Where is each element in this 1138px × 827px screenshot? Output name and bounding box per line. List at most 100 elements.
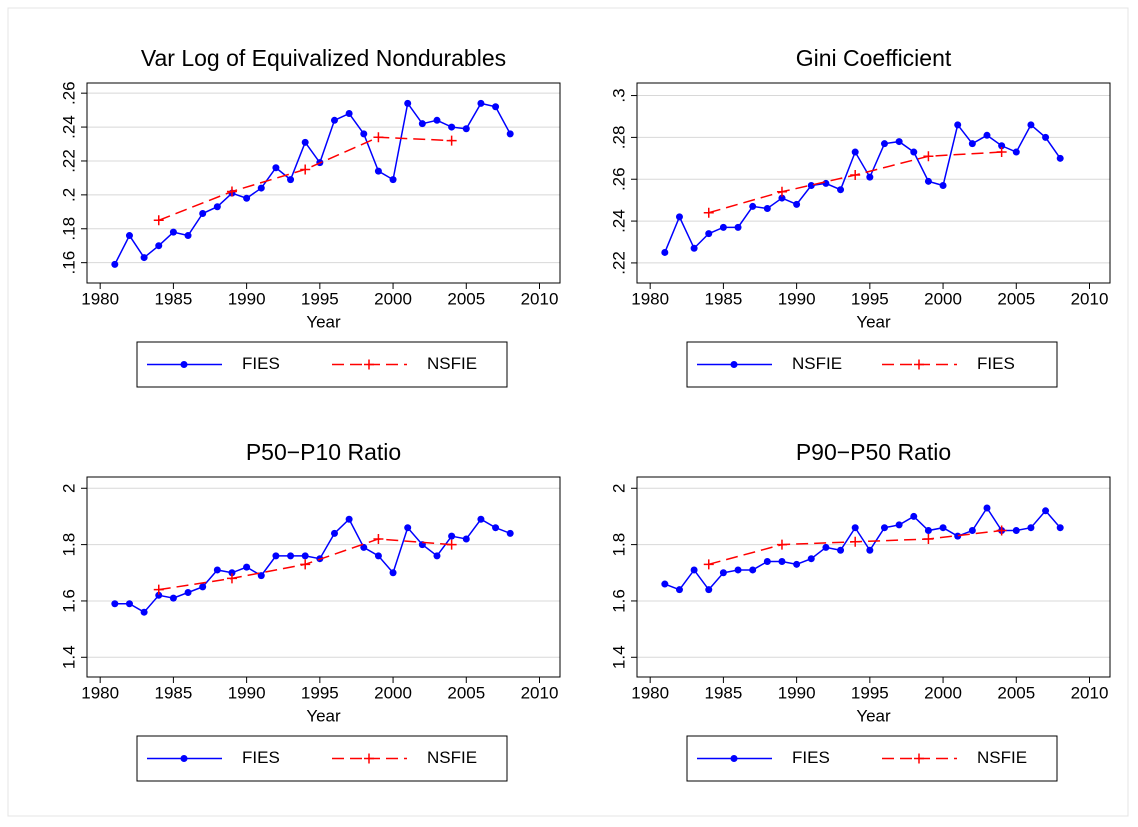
point-marker <box>661 248 669 256</box>
point-marker <box>404 524 412 532</box>
x-tick-label: 1985 <box>154 289 192 308</box>
point-marker <box>477 515 485 523</box>
point-marker <box>140 608 148 616</box>
point-marker <box>1027 524 1035 532</box>
series-line <box>664 506 1061 591</box>
x-tick-label: 1990 <box>778 683 816 702</box>
series-line <box>114 101 511 265</box>
legend-marker <box>914 359 924 370</box>
point-marker <box>1027 121 1035 129</box>
point-marker <box>996 525 1007 536</box>
point-marker <box>257 184 265 192</box>
point-marker <box>763 205 771 213</box>
point-marker <box>880 140 888 148</box>
point-marker <box>924 527 932 535</box>
x-tick-label: 2010 <box>1071 289 1109 308</box>
legend-label: NSFIE <box>427 354 477 373</box>
x-tick-label: 2005 <box>447 289 485 308</box>
legend-label: NSFIE <box>792 354 842 373</box>
y-tick-label: .26 <box>609 167 628 191</box>
point-marker <box>360 543 368 551</box>
x-tick-label: 1980 <box>631 683 669 702</box>
point-marker <box>807 555 815 563</box>
legend-label: NSFIE <box>977 748 1027 767</box>
point-marker <box>996 147 1007 158</box>
point-marker <box>287 176 295 184</box>
point-marker <box>418 120 426 128</box>
point-marker <box>462 535 470 543</box>
point-marker <box>184 588 192 596</box>
point-marker <box>155 591 163 599</box>
point-marker <box>389 569 397 577</box>
point-marker <box>374 552 382 560</box>
x-axis-label: Year <box>856 312 891 331</box>
point-marker <box>184 232 192 240</box>
point-marker <box>850 536 861 547</box>
point-marker <box>448 123 456 131</box>
x-tick-label: 1990 <box>778 289 816 308</box>
point-marker <box>226 186 237 197</box>
point-marker <box>1012 148 1020 156</box>
y-tick-label: 1.8 <box>59 533 78 557</box>
series <box>153 533 457 595</box>
x-axis-label: Year <box>856 706 891 725</box>
point-marker <box>778 194 786 202</box>
chart-title: P50−P10 Ratio <box>246 439 401 465</box>
point-marker <box>125 232 133 240</box>
chart-title: Var Log of Equivalized Nondurables <box>141 45 506 71</box>
y-tick-label: .28 <box>609 126 628 150</box>
x-tick-label: 2010 <box>521 289 559 308</box>
point-marker <box>749 202 757 210</box>
point-marker <box>199 583 207 591</box>
point-marker <box>345 110 353 118</box>
point-marker <box>705 230 713 238</box>
x-tick-label: 1985 <box>704 289 742 308</box>
point-marker <box>954 121 962 129</box>
point-marker <box>1042 133 1050 141</box>
x-tick-label: 1980 <box>631 289 669 308</box>
plot-frame <box>86 82 561 284</box>
x-tick-label: 2005 <box>447 683 485 702</box>
point-marker <box>822 543 830 551</box>
point-marker <box>169 228 177 236</box>
point-marker <box>125 600 133 608</box>
point-marker <box>404 99 412 107</box>
point-marker <box>1012 527 1020 535</box>
point-marker <box>330 116 338 124</box>
point-marker <box>850 170 861 181</box>
point-marker <box>374 167 382 175</box>
figure-frame <box>7 7 1129 817</box>
point-marker <box>140 254 148 262</box>
x-tick-label: 2000 <box>374 683 412 702</box>
chart-title: Gini Coefficient <box>796 45 952 71</box>
y-tick-label: 1.4 <box>59 645 78 669</box>
y-tick-label: .16 <box>59 251 78 275</box>
point-marker <box>111 260 119 268</box>
point-marker <box>1056 154 1064 162</box>
point-marker <box>939 524 947 532</box>
x-tick-label: 2000 <box>924 289 962 308</box>
point-marker <box>345 515 353 523</box>
x-tick-label: 2000 <box>924 683 962 702</box>
legend-marker <box>730 755 738 762</box>
series-line <box>114 518 511 614</box>
point-marker <box>837 546 845 554</box>
point-marker <box>675 213 683 221</box>
point-marker <box>705 586 713 594</box>
legend-label: FIES <box>792 748 830 767</box>
y-tick-label: 1.6 <box>609 589 628 613</box>
point-marker <box>433 552 441 560</box>
point-marker <box>330 529 338 537</box>
point-marker <box>155 242 163 250</box>
series <box>661 121 1064 256</box>
point-marker <box>923 151 934 162</box>
point-marker <box>462 125 470 133</box>
point-marker <box>373 132 384 143</box>
point-marker <box>111 600 119 608</box>
point-marker <box>776 539 787 550</box>
point-marker <box>506 529 514 537</box>
y-tick-label: .18 <box>59 217 78 241</box>
point-marker <box>807 182 815 190</box>
x-tick-label: 1980 <box>81 289 119 308</box>
series <box>661 504 1064 594</box>
